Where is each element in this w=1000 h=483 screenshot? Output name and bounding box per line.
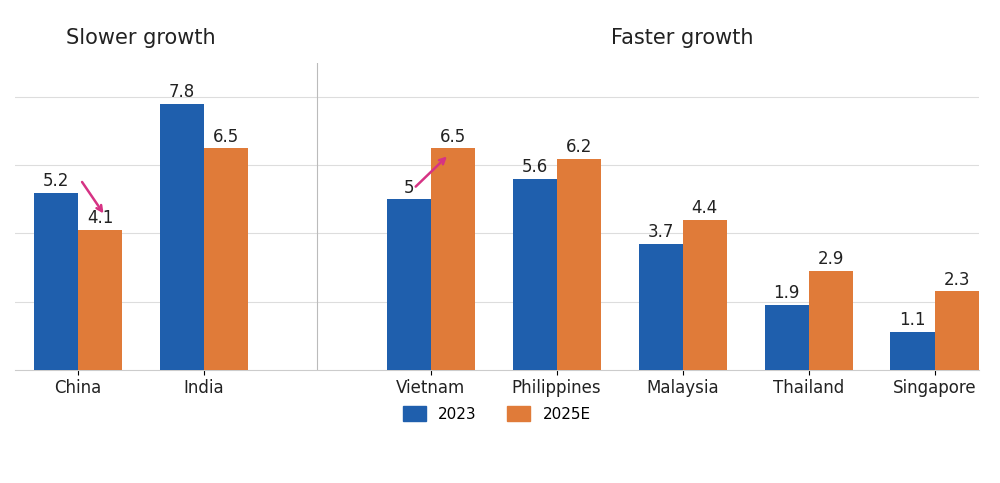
Text: 6.5: 6.5 <box>213 128 239 146</box>
Bar <box>683 220 727 369</box>
Bar <box>34 193 78 369</box>
Text: Faster growth: Faster growth <box>611 28 754 48</box>
Text: 3.7: 3.7 <box>647 223 674 241</box>
Text: 5.6: 5.6 <box>521 158 548 176</box>
Text: 7.8: 7.8 <box>169 84 195 101</box>
Bar <box>639 244 683 369</box>
Bar <box>160 104 204 369</box>
Text: 1.9: 1.9 <box>773 284 800 302</box>
Bar <box>78 230 122 369</box>
Text: 5.2: 5.2 <box>43 172 69 190</box>
Legend: 2023, 2025E: 2023, 2025E <box>395 398 598 429</box>
Bar <box>809 271 853 369</box>
Bar <box>387 199 431 369</box>
Bar <box>513 179 557 369</box>
Text: 5: 5 <box>403 179 414 197</box>
Text: 6.2: 6.2 <box>566 138 592 156</box>
Bar <box>431 148 475 369</box>
Text: 4.1: 4.1 <box>87 209 113 227</box>
Bar <box>935 291 979 369</box>
Text: 1.1: 1.1 <box>899 312 926 329</box>
Bar <box>557 158 601 369</box>
Text: 2.3: 2.3 <box>943 270 970 289</box>
Text: Slower growth: Slower growth <box>66 28 216 48</box>
Text: 4.4: 4.4 <box>692 199 718 217</box>
Text: 2.9: 2.9 <box>817 250 844 268</box>
Bar <box>765 305 809 369</box>
Text: 6.5: 6.5 <box>440 128 466 146</box>
Bar <box>890 332 935 369</box>
Bar <box>204 148 248 369</box>
